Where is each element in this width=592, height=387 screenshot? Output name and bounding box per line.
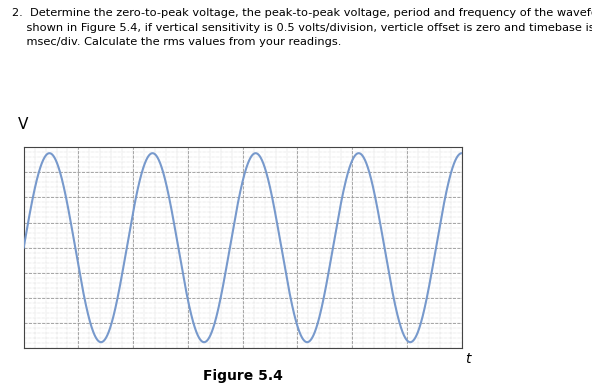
Text: t: t xyxy=(465,352,470,366)
Text: Figure 5.4: Figure 5.4 xyxy=(203,369,282,383)
Text: V: V xyxy=(18,116,28,132)
Text: 2.  Determine the zero-to-peak voltage, the peak-to-peak voltage, period and fre: 2. Determine the zero-to-peak voltage, t… xyxy=(12,8,592,47)
